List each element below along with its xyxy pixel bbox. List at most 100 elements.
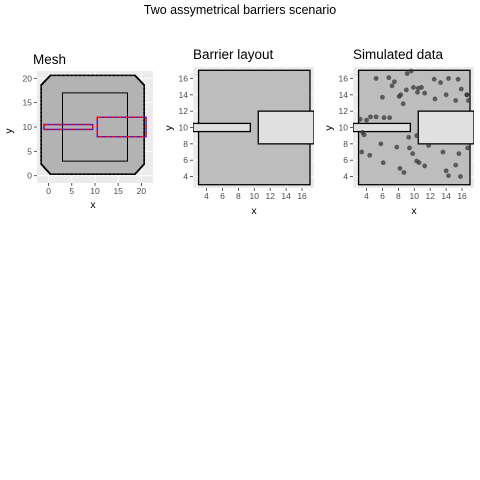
mesh-boundary-vertex: [143, 127, 146, 130]
mesh-boundary-vertex: [100, 74, 103, 77]
mesh-boundary-vertex: [108, 173, 111, 176]
mesh-boundary-vertex: [143, 155, 146, 158]
mesh-boundary-vertex: [40, 135, 43, 138]
mesh-barrier-2: [96, 116, 147, 138]
data-point: [446, 76, 451, 81]
barrier-layout-xtick-label: 4: [204, 191, 209, 201]
mesh-boundary-vertex: [70, 74, 73, 77]
barrier-layout-xtick-label: 6: [220, 191, 225, 201]
data-point: [453, 98, 459, 103]
mesh-boundary-vertex: [143, 111, 146, 114]
mesh-boundary-vertex: [104, 173, 107, 176]
data-point: [396, 94, 402, 99]
data-point: [415, 89, 420, 95]
mesh-boundary-vertex: [62, 74, 65, 77]
mesh-boundary-vertex: [143, 92, 146, 94]
data-point: [401, 170, 407, 175]
mesh-boundary-vertex: [91, 74, 94, 77]
mesh-boundary-vertex: [143, 163, 146, 165]
barrier-layout-ytick-label: 16: [179, 73, 189, 83]
mesh-boundary-vertex: [112, 173, 115, 176]
data-point: [458, 174, 463, 179]
mesh-boundary-vertex: [40, 115, 43, 118]
mesh-ytick-label: 0: [27, 171, 32, 181]
barrier-layout-ytick-label: 4: [183, 172, 188, 182]
mesh-boundary-vertex: [40, 159, 43, 161]
barrier-layout-ytick-label: 6: [183, 155, 188, 165]
mesh-boundary-vertex: [40, 88, 43, 90]
mesh-ytick-label: 10: [23, 122, 33, 132]
mesh-boundary-vertex: [62, 173, 65, 176]
simulated-data-xtick-label: 12: [425, 191, 435, 201]
data-point: [400, 101, 406, 107]
mesh-boundary-vertex: [108, 74, 111, 77]
data-point: [373, 114, 379, 120]
barrier-layout-ytick-label: 8: [183, 139, 188, 149]
mesh-ytick-label: 20: [23, 73, 33, 83]
barrier-layout-xtick-label: 14: [281, 191, 291, 201]
data-point: [406, 134, 412, 140]
data-point: [455, 76, 461, 82]
mesh-boundary-vertex: [40, 139, 43, 142]
simulated-data-ytick-label: 6: [343, 155, 348, 165]
data-point: [411, 85, 416, 90]
data-point: [426, 143, 432, 148]
mesh-boundary-vertex: [58, 173, 60, 176]
barrier-layout-xlabel: x: [251, 205, 257, 217]
data-point: [391, 79, 397, 85]
barrier-layout-xtick-label: 10: [250, 191, 260, 201]
mesh-boundary-vertex: [53, 173, 56, 176]
mesh-panel: Mesh x y 0 5 10 15 20 0 5 10 15 20: [3, 52, 153, 211]
mesh-boundary-vertex: [40, 127, 43, 130]
mesh-boundary-vertex: [79, 74, 81, 77]
mesh-boundary-vertex: [79, 173, 81, 176]
mesh-boundary-vertex: [121, 173, 124, 176]
data-point: [364, 117, 369, 123]
data-point: [368, 114, 373, 120]
data-point: [422, 90, 428, 96]
mesh-inner-boundary: [62, 92, 128, 162]
data-point: [466, 98, 471, 103]
data-point: [407, 145, 412, 151]
barrier-layout-ytick-label: 10: [179, 123, 189, 133]
mesh-boundary-vertex: [143, 119, 146, 122]
mesh-ytick-label: 15: [23, 98, 33, 108]
mesh-ytick-label: 5: [27, 146, 32, 156]
mesh-boundary-vertex: [70, 173, 73, 176]
data-point: [404, 71, 410, 76]
mesh-boundary-vertex: [40, 151, 43, 154]
mesh-boundary-vertex: [117, 74, 119, 77]
simulated-data-ytick-label: 8: [343, 139, 348, 149]
mesh-boundary-vertex: [40, 155, 43, 158]
mesh-boundary-vertex: [143, 88, 146, 90]
data-point: [357, 116, 363, 122]
mesh-barrier-1: [43, 123, 94, 131]
simulated-data-xtick-label: 16: [457, 191, 467, 201]
mesh-boundary-vertex: [96, 74, 98, 77]
mesh-boundary-vertex: [143, 103, 146, 106]
data-point: [397, 165, 403, 171]
mesh-boundary-vertex: [66, 74, 69, 77]
simulated-data-xtick-label: 10: [410, 191, 420, 201]
mesh-boundary-vertex: [143, 147, 146, 150]
mesh-xtick-label: 20: [137, 186, 147, 196]
barrier-layout-barrier-1: [193, 122, 251, 133]
data-point: [443, 92, 449, 98]
data-point: [367, 152, 373, 158]
data-point: [443, 168, 449, 174]
barrier-layout-title: Barrier layout: [193, 47, 274, 62]
mesh-boundary-vertex: [83, 74, 86, 77]
data-point: [394, 144, 400, 150]
mesh-boundary-vertex: [40, 92, 43, 94]
simulated-data-xtick-label: 8: [396, 191, 401, 201]
mesh-boundary-vertex: [40, 96, 43, 98]
mesh-boundary-vertex: [104, 74, 107, 77]
barrier-layout-ylabel: y: [163, 125, 175, 131]
data-point: [438, 80, 443, 85]
mesh-boundary-vertex: [91, 173, 94, 176]
mesh-boundary-vertex: [58, 74, 60, 77]
barrier-layout-ytick-label: 12: [179, 106, 189, 116]
data-point: [446, 173, 451, 179]
barrier-layout-panel: Barrier layout x y 4 6 8 10 12 14 16 4 6 8 10 12 14 1…: [163, 47, 314, 217]
mesh-boundary-vertex: [143, 131, 146, 134]
